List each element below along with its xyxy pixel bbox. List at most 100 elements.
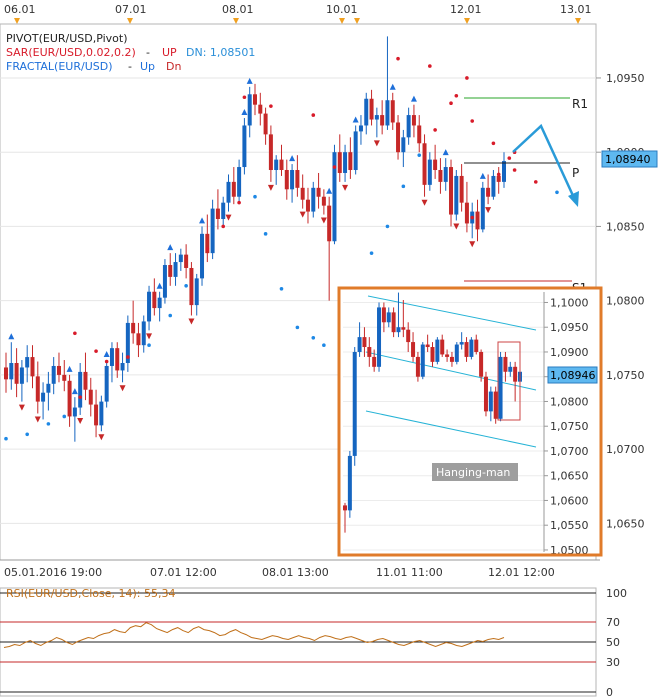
- r1-label: R1: [572, 97, 588, 111]
- inset-candle-body: [362, 337, 367, 348]
- sar-dot: [417, 153, 422, 157]
- candle-body: [83, 371, 88, 390]
- fractal-up-icon: [442, 149, 449, 156]
- inset-candle-body: [425, 344, 430, 348]
- sar-dot: [253, 194, 257, 199]
- sar-dot: [465, 76, 469, 80]
- time-marker-icon[interactable]: [14, 18, 20, 24]
- candle-body: [401, 137, 406, 153]
- sar-dot: [470, 119, 475, 123]
- y-tick-label: 1,0850: [606, 220, 645, 233]
- candle-body: [449, 167, 454, 215]
- inset-candle-body: [469, 339, 474, 357]
- fractal-up-icon: [479, 172, 486, 179]
- inset-candle-body: [488, 391, 493, 412]
- sar-dot: [555, 190, 559, 195]
- candle-body: [290, 170, 295, 190]
- candle-body: [46, 383, 51, 393]
- x-tick-label: 12.01 12:00: [488, 566, 555, 579]
- top-date-label: 13.01: [560, 3, 592, 16]
- candle-body: [374, 115, 379, 120]
- top-date-label: 10.01: [326, 3, 358, 16]
- fractal-down-icon: [188, 318, 195, 325]
- legend-sar-dn: DN: 1,08501: [186, 46, 255, 59]
- candle-body: [343, 152, 348, 173]
- candle-body: [443, 167, 448, 182]
- sar-dot: [46, 422, 51, 426]
- candle-body: [422, 143, 427, 185]
- time-marker-icon[interactable]: [127, 18, 133, 24]
- time-marker-icon[interactable]: [575, 18, 581, 24]
- sar-dot: [507, 156, 512, 160]
- candle-body: [417, 125, 422, 144]
- sar-dot: [496, 172, 501, 177]
- candle-body: [120, 363, 125, 371]
- fractal-down-icon: [453, 223, 460, 230]
- sar-dot: [168, 313, 173, 318]
- sar-dot: [242, 95, 247, 100]
- candle-body: [464, 202, 469, 224]
- sar-dot: [78, 395, 82, 399]
- legend-fractal-dn: Dn: [166, 60, 181, 73]
- sar-dot: [401, 184, 406, 189]
- candle-body: [475, 211, 480, 230]
- candle-body: [173, 262, 178, 277]
- fractal-down-icon: [469, 241, 476, 248]
- legend-sar-name: SAR(EUR/USD,0.02,0.2): [6, 46, 136, 59]
- fractal-down-icon: [373, 140, 380, 147]
- candle-body: [231, 181, 236, 197]
- candle-body: [200, 233, 205, 279]
- y-tick-label: 1,0700: [606, 443, 645, 456]
- sar-dot: [533, 180, 538, 184]
- candle-body: [9, 363, 14, 380]
- sar-dot: [184, 284, 188, 288]
- y-tick-label: 1,0750: [606, 369, 645, 382]
- candle-body: [274, 159, 279, 171]
- time-marker-icon[interactable]: [354, 18, 360, 24]
- candle-body: [51, 365, 56, 384]
- inset-candle-body: [449, 356, 454, 362]
- candle-body: [157, 297, 162, 309]
- time-marker-icon[interactable]: [464, 18, 470, 24]
- inset-y-axis: 1,10001,09501,09001,08501,08001,07501,07…: [543, 292, 589, 557]
- candle-body: [496, 175, 501, 182]
- fractal-up-icon: [167, 244, 174, 251]
- candle-body: [41, 392, 46, 402]
- sar-dot: [433, 128, 437, 132]
- fractal-down-icon: [18, 404, 25, 411]
- sar-dot: [104, 359, 109, 364]
- candle-body: [369, 98, 374, 120]
- inset-price-text: 1,08946: [550, 369, 596, 382]
- hanging-man-highlight: [497, 341, 521, 421]
- sar-dot: [279, 286, 284, 291]
- time-marker-icon[interactable]: [339, 18, 345, 24]
- candle-body: [268, 134, 273, 171]
- candle-body: [25, 357, 30, 368]
- sar-dot: [295, 325, 300, 330]
- candle-body: [295, 170, 300, 188]
- fractal-up-icon: [156, 282, 163, 289]
- sar-dot: [454, 93, 459, 98]
- inset-price-tag: 1,08946: [547, 366, 598, 384]
- legend-fractal-name: FRACTAL(EUR/USD): [6, 60, 113, 73]
- time-marker-icon[interactable]: [233, 18, 239, 24]
- inset-y-tick-label: 1,0950: [550, 321, 589, 334]
- inset-y-tick-label: 1,0800: [550, 395, 589, 408]
- inset-candle-body: [377, 307, 382, 367]
- forecast-arrowhead-icon: [568, 191, 579, 207]
- rsi-label: RSI(EUR/USD,Close, 14): 55,34: [6, 587, 175, 600]
- inset-candle-body: [493, 391, 498, 419]
- inset-background: [339, 288, 601, 555]
- fractal-up-icon: [199, 217, 206, 224]
- inset-candle-body: [406, 329, 411, 343]
- inset-candle-body: [391, 312, 396, 333]
- candle-body: [184, 254, 189, 268]
- top-date-label: 06.01: [4, 3, 36, 16]
- sar-dot: [4, 436, 8, 441]
- p-label: P: [572, 166, 579, 180]
- fractal-down-icon: [342, 184, 349, 191]
- fractal-up-icon: [352, 116, 359, 123]
- candle-body: [115, 348, 120, 371]
- rsi-plot-area: [3, 622, 505, 648]
